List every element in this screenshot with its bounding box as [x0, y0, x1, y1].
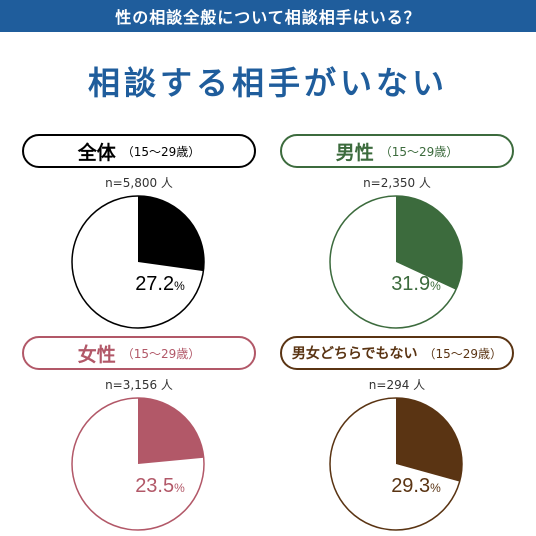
panel-label: 全体 （15～29歳）: [22, 134, 256, 168]
percent-label: 29.3%: [391, 475, 441, 497]
pie-outline: [71, 195, 205, 329]
panel-subtitle: （15～29歳）: [379, 144, 459, 159]
percent-unit: %: [174, 279, 185, 293]
sample-size: n=5,800 人: [105, 176, 173, 190]
percent-value: 31.9: [391, 273, 430, 295]
panel-male: 男性 （15～29歳） n=2,350 人 31.9%: [276, 134, 526, 334]
pie-chart: 29.3%: [329, 397, 463, 531]
header-bar: 性の相談全般について相談相手はいる？: [0, 0, 536, 32]
panel-label: 男女どちらでもない （15～29歳）: [280, 336, 514, 370]
panel-title: 男女どちらでもない: [291, 346, 418, 362]
pie-chart: 27.2%: [71, 195, 205, 329]
percent-unit: %: [430, 279, 441, 293]
percent-unit: %: [174, 481, 185, 495]
panel-label: 女性 （15～29歳）: [22, 336, 256, 370]
panel-title: 女性: [77, 343, 116, 366]
percent-value: 23.5: [135, 475, 174, 497]
percent-value: 29.3: [391, 475, 430, 497]
percent-label: 27.2%: [135, 273, 185, 295]
header-title: 性の相談全般について相談相手はいる？: [115, 8, 421, 27]
pie-slice-highlight: [138, 398, 204, 464]
pie-chart: 31.9%: [329, 195, 463, 329]
panel-subtitle: （15～29歳）: [423, 346, 503, 361]
pie-slice-highlight: [138, 196, 204, 272]
percent-label: 31.9%: [391, 273, 441, 295]
sample-size: n=3,156 人: [105, 378, 173, 392]
panel-title: 全体: [77, 141, 116, 164]
panel-overall: 全体 （15～29歳） n=5,800 人 27.2%: [18, 134, 268, 334]
main-title: 相談する相手がいない: [87, 64, 448, 102]
panel-subtitle: （15～29歳）: [121, 346, 201, 361]
sample-size: n=294 人: [368, 378, 426, 392]
panel-subtitle: （15～29歳）: [121, 144, 201, 159]
pie-outline: [71, 397, 205, 531]
pie-outline: [329, 397, 463, 531]
panel-female: 女性 （15～29歳） n=3,156 人 23.5%: [18, 336, 268, 536]
pie-chart: 23.5%: [71, 397, 205, 531]
percent-value: 27.2: [135, 273, 174, 295]
panel-neither: 男女どちらでもない （15～29歳） n=294 人 29.3%: [276, 336, 526, 536]
percent-unit: %: [430, 481, 441, 495]
percent-label: 23.5%: [135, 475, 185, 497]
pie-outline: [329, 195, 463, 329]
panel-label: 男性 （15～29歳）: [280, 134, 514, 168]
pie-slice-highlight: [396, 398, 463, 482]
panel-title: 男性: [335, 141, 374, 164]
sample-size: n=2,350 人: [363, 176, 431, 190]
